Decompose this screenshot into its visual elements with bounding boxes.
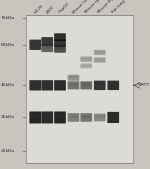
Text: HepG2: HepG2 [58, 2, 70, 14]
Bar [69, 83, 78, 86]
Text: 60kDa: 60kDa [1, 43, 15, 47]
Text: Mouse spleen: Mouse spleen [84, 0, 107, 14]
FancyBboxPatch shape [68, 75, 79, 81]
FancyBboxPatch shape [41, 112, 53, 123]
FancyBboxPatch shape [94, 50, 106, 55]
FancyBboxPatch shape [29, 40, 41, 50]
Bar [108, 114, 118, 118]
FancyBboxPatch shape [54, 39, 66, 47]
FancyBboxPatch shape [80, 113, 92, 122]
Bar [81, 83, 91, 86]
Bar [42, 39, 52, 42]
FancyBboxPatch shape [29, 80, 41, 91]
Bar [42, 83, 52, 86]
FancyBboxPatch shape [41, 80, 53, 91]
Bar [81, 65, 91, 66]
FancyBboxPatch shape [54, 33, 66, 41]
Text: HT-29: HT-29 [33, 3, 44, 14]
Bar [30, 114, 40, 118]
Bar [81, 58, 91, 59]
Text: 75kDa: 75kDa [1, 16, 15, 20]
Bar [95, 115, 105, 118]
Text: 293Y: 293Y [45, 5, 55, 14]
Text: 35kDa: 35kDa [1, 115, 15, 119]
FancyBboxPatch shape [94, 81, 106, 90]
Bar [26, 15, 133, 163]
Bar [30, 42, 40, 45]
FancyBboxPatch shape [107, 81, 119, 90]
FancyBboxPatch shape [29, 112, 41, 123]
Bar [30, 83, 40, 86]
FancyBboxPatch shape [54, 80, 66, 91]
FancyBboxPatch shape [41, 44, 53, 52]
Bar [95, 83, 105, 86]
FancyBboxPatch shape [68, 113, 79, 122]
FancyBboxPatch shape [107, 112, 119, 123]
Bar [42, 46, 52, 49]
Bar [55, 41, 65, 43]
Bar [69, 76, 78, 78]
Bar [95, 59, 105, 60]
Bar [81, 115, 91, 118]
Bar [95, 51, 105, 53]
FancyBboxPatch shape [41, 37, 53, 46]
FancyBboxPatch shape [68, 81, 79, 89]
Text: SIRT7: SIRT7 [137, 83, 149, 87]
Text: Mouse liver: Mouse liver [71, 0, 91, 14]
FancyBboxPatch shape [54, 45, 66, 53]
Bar [108, 83, 118, 86]
FancyBboxPatch shape [54, 112, 66, 123]
Text: 25kDa: 25kDa [1, 149, 15, 153]
Bar [42, 114, 52, 118]
Bar [69, 115, 78, 118]
FancyBboxPatch shape [80, 56, 92, 62]
FancyBboxPatch shape [80, 81, 92, 89]
FancyBboxPatch shape [94, 57, 106, 63]
Bar [55, 35, 65, 38]
Bar [55, 47, 65, 49]
FancyBboxPatch shape [80, 64, 92, 68]
Text: Mouse thymus: Mouse thymus [98, 0, 122, 14]
Bar [55, 83, 65, 86]
Text: 45kDa: 45kDa [1, 83, 15, 87]
Bar [55, 114, 65, 118]
FancyBboxPatch shape [94, 114, 106, 121]
Text: Rat lung: Rat lung [111, 0, 126, 14]
